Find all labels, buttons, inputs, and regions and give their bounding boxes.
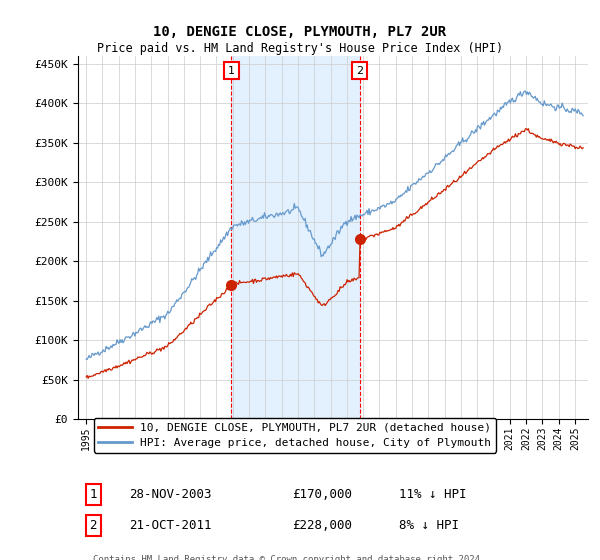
Text: 2: 2 [356,66,364,76]
Text: 2: 2 [89,519,97,532]
Text: Contains HM Land Registry data © Crown copyright and database right 2024.
This d: Contains HM Land Registry data © Crown c… [94,556,485,560]
Text: £228,000: £228,000 [292,519,352,532]
Text: 11% ↓ HPI: 11% ↓ HPI [400,488,467,501]
Bar [232,56,360,419]
Text: Price paid vs. HM Land Registry's House Price Index (HPI): Price paid vs. HM Land Registry's House … [97,42,503,55]
Text: 21-OCT-2011: 21-OCT-2011 [129,519,212,532]
Text: 8% ↓ HPI: 8% ↓ HPI [400,519,460,532]
Text: 10, DENGIE CLOSE, PLYMOUTH, PL7 2UR: 10, DENGIE CLOSE, PLYMOUTH, PL7 2UR [154,25,446,39]
Text: 1: 1 [228,66,235,76]
Text: 1: 1 [89,488,97,501]
Text: 28-NOV-2003: 28-NOV-2003 [129,488,212,501]
Text: £170,000: £170,000 [292,488,352,501]
Legend: 10, DENGIE CLOSE, PLYMOUTH, PL7 2UR (detached house), HPI: Average price, detach: 10, DENGIE CLOSE, PLYMOUTH, PL7 2UR (det… [94,418,496,452]
